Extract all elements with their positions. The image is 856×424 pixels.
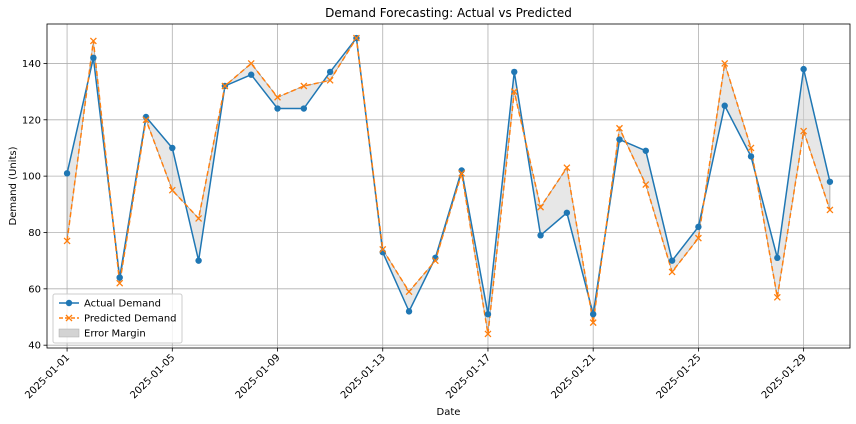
predicted-demand-point [405, 288, 413, 296]
predicted-demand-point [247, 59, 255, 67]
actual-demand-point [616, 136, 623, 143]
actual-demand-point [484, 310, 492, 318]
legend: Actual Demand Predicted Demand Error Margi… [52, 293, 183, 344]
legend-predicted-label: Predicted Demand [84, 314, 177, 325]
actual-demand-point [695, 223, 702, 231]
actual-demand-point [589, 310, 597, 318]
actual-demand-point [774, 254, 781, 262]
predicted-demand-point [300, 82, 308, 90]
actual-demand-point [511, 68, 518, 76]
predicted-demand-point [694, 234, 702, 242]
actual-demand-point [63, 170, 71, 177]
predicted-demand-point [484, 330, 492, 338]
legend-actual-marker [65, 299, 73, 307]
actual-demand-point [668, 257, 676, 264]
actual-demand-point [721, 102, 728, 109]
y-axis-label: Demand (Units) [8, 146, 19, 225]
predicted-demand-point [352, 34, 360, 42]
y-tick-label: 120 [22, 115, 41, 126]
actual-demand-line [66, 36, 831, 315]
chart-title: Demand Forecasting: Actual vs Predicted [325, 6, 572, 20]
predicted-demand-point [642, 181, 650, 189]
y-tick-label: 100 [22, 172, 41, 183]
predicted-demand-point [168, 186, 176, 194]
predicted-demand-point [116, 279, 124, 287]
y-tick-label: 40 [28, 341, 41, 352]
predicted-demand-point [431, 257, 439, 265]
predicted-demand-point [274, 93, 281, 101]
predicted-demand-point [221, 82, 229, 90]
actual-demand-point [405, 308, 413, 315]
actual-demand-point [248, 71, 255, 78]
legend-error-margin-label: Error Margin [84, 329, 146, 340]
legend-box [52, 293, 183, 344]
series-group [63, 34, 834, 338]
predicted-demand-point [800, 127, 808, 135]
predicted-demand-point [89, 37, 97, 45]
actual-demand-point [90, 54, 97, 62]
predicted-demand-point [616, 124, 623, 132]
y-tick-label: 80 [28, 228, 41, 239]
x-axis-label: Date [437, 407, 461, 418]
actual-demand-point [642, 147, 649, 154]
legend-actual-label: Actual Demand [84, 299, 161, 310]
predicted-demand-point [563, 164, 571, 172]
predicted-demand-point [195, 214, 203, 222]
legend-error-margin-swatch [58, 328, 80, 338]
predicted-demand-point [63, 237, 71, 245]
predicted-demand-point [458, 169, 466, 177]
legend-predicted-marker [65, 314, 73, 322]
predicted-demand-point [668, 268, 676, 276]
y-tick-label: 60 [28, 284, 41, 295]
actual-demand-point [537, 232, 544, 239]
actual-demand-point [116, 274, 123, 281]
actual-demand-point [195, 257, 202, 264]
grid-lines [47, 24, 850, 348]
actual-demand-point [826, 178, 834, 185]
plot-frame [46, 23, 851, 349]
actual-demand-point [563, 209, 571, 216]
predicted-demand-point [773, 293, 781, 301]
actual-demand-point [169, 144, 176, 152]
actual-demand-point [300, 105, 308, 112]
actual-demand-point [326, 68, 334, 76]
predicted-demand-point [826, 206, 834, 214]
actual-demand-point [800, 65, 807, 73]
predicted-demand-point [747, 144, 755, 152]
predicted-demand-point [142, 116, 150, 124]
predicted-demand-point [379, 245, 387, 253]
actual-demand-point [747, 153, 755, 160]
predicted-demand-point [589, 319, 597, 327]
predicted-demand-line [66, 35, 831, 335]
predicted-demand-point [326, 76, 334, 84]
actual-demand-point [274, 105, 281, 112]
predicted-demand-point [721, 59, 729, 67]
predicted-demand-point [510, 88, 518, 96]
predicted-demand-point [537, 203, 545, 211]
y-tick-label: 140 [22, 59, 41, 70]
